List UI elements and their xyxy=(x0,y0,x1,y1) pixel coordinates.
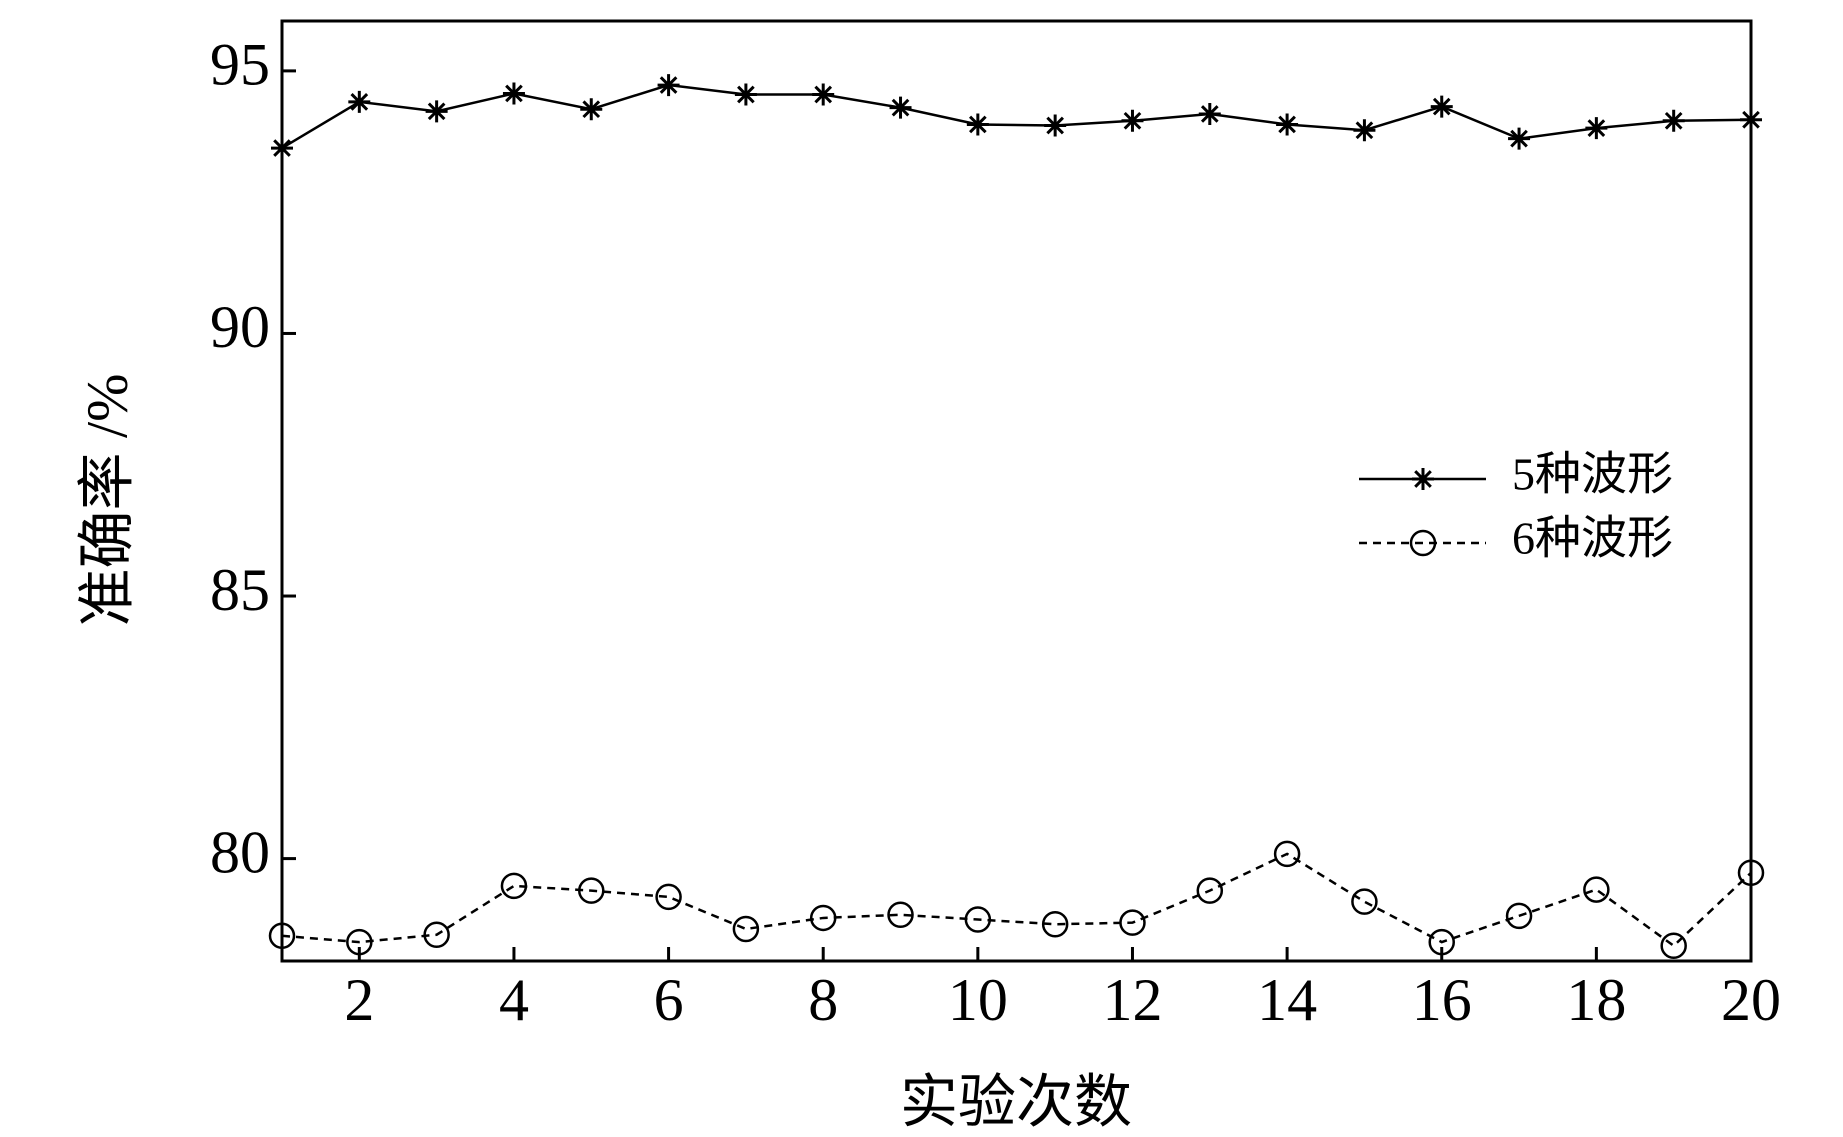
data-point xyxy=(655,883,682,911)
data-point xyxy=(1044,114,1067,137)
data-point xyxy=(1196,877,1224,904)
data-point xyxy=(1505,902,1533,930)
legend-marker xyxy=(1412,468,1434,490)
data-point xyxy=(1428,928,1455,956)
data-point xyxy=(1583,876,1610,903)
data-point xyxy=(425,100,448,123)
data-point xyxy=(423,921,450,948)
x-tick-label: 16 xyxy=(1412,967,1472,1033)
x-tick-label: 6 xyxy=(654,967,684,1033)
data-point xyxy=(580,98,603,121)
x-tick-label: 14 xyxy=(1257,967,1317,1033)
x-tick-label: 2 xyxy=(344,967,374,1033)
data-point xyxy=(657,74,680,97)
x-tick-label: 4 xyxy=(499,967,529,1033)
x-tick-label: 20 xyxy=(1721,967,1781,1033)
data-point xyxy=(809,904,837,932)
data-point xyxy=(1273,840,1301,868)
data-point xyxy=(1198,102,1221,125)
data-point xyxy=(964,906,992,933)
data-point xyxy=(966,113,989,136)
y-tick-label: 95 xyxy=(210,32,270,98)
data-point xyxy=(1121,109,1144,132)
plot-frame xyxy=(280,19,1753,963)
series-line xyxy=(281,83,1752,150)
data-point xyxy=(1508,127,1531,150)
x-tick-label: 18 xyxy=(1566,967,1626,1033)
x-tick-label: 10 xyxy=(948,967,1008,1033)
data-point xyxy=(348,90,371,113)
legend-marker xyxy=(1409,529,1437,557)
data-point xyxy=(1351,888,1378,915)
data-point xyxy=(271,137,293,160)
y-tick-label: 85 xyxy=(210,557,270,623)
data-point xyxy=(1119,909,1146,936)
legend-label: 5种波形 xyxy=(1512,449,1673,500)
data-point xyxy=(578,877,605,904)
x-tick-label: 8 xyxy=(808,967,838,1033)
y-axis-label: 准确率 /% xyxy=(74,374,139,627)
data-point xyxy=(1737,859,1765,887)
y-tick-label: 90 xyxy=(210,294,270,360)
data-point xyxy=(1353,119,1376,142)
data-point xyxy=(734,83,757,106)
data-point xyxy=(889,96,912,119)
data-point xyxy=(1585,117,1608,140)
data-point xyxy=(502,82,525,105)
legend-label: 6种波形 xyxy=(1512,513,1673,564)
x-tick-label: 12 xyxy=(1102,967,1162,1033)
data-point xyxy=(1740,108,1762,131)
data-point xyxy=(732,915,760,943)
x-axis-label: 实验次数 xyxy=(900,1069,1132,1134)
series-line xyxy=(281,852,1752,948)
data-point xyxy=(500,872,528,900)
data-point xyxy=(1041,910,1069,938)
data-point xyxy=(346,928,373,956)
y-tick-label: 80 xyxy=(210,819,270,885)
data-point xyxy=(1662,109,1685,132)
data-point xyxy=(887,901,914,929)
data-point xyxy=(812,83,835,106)
data-point xyxy=(268,922,296,950)
data-point xyxy=(1276,113,1299,136)
data-point xyxy=(1660,932,1687,960)
data-point xyxy=(1430,95,1453,118)
